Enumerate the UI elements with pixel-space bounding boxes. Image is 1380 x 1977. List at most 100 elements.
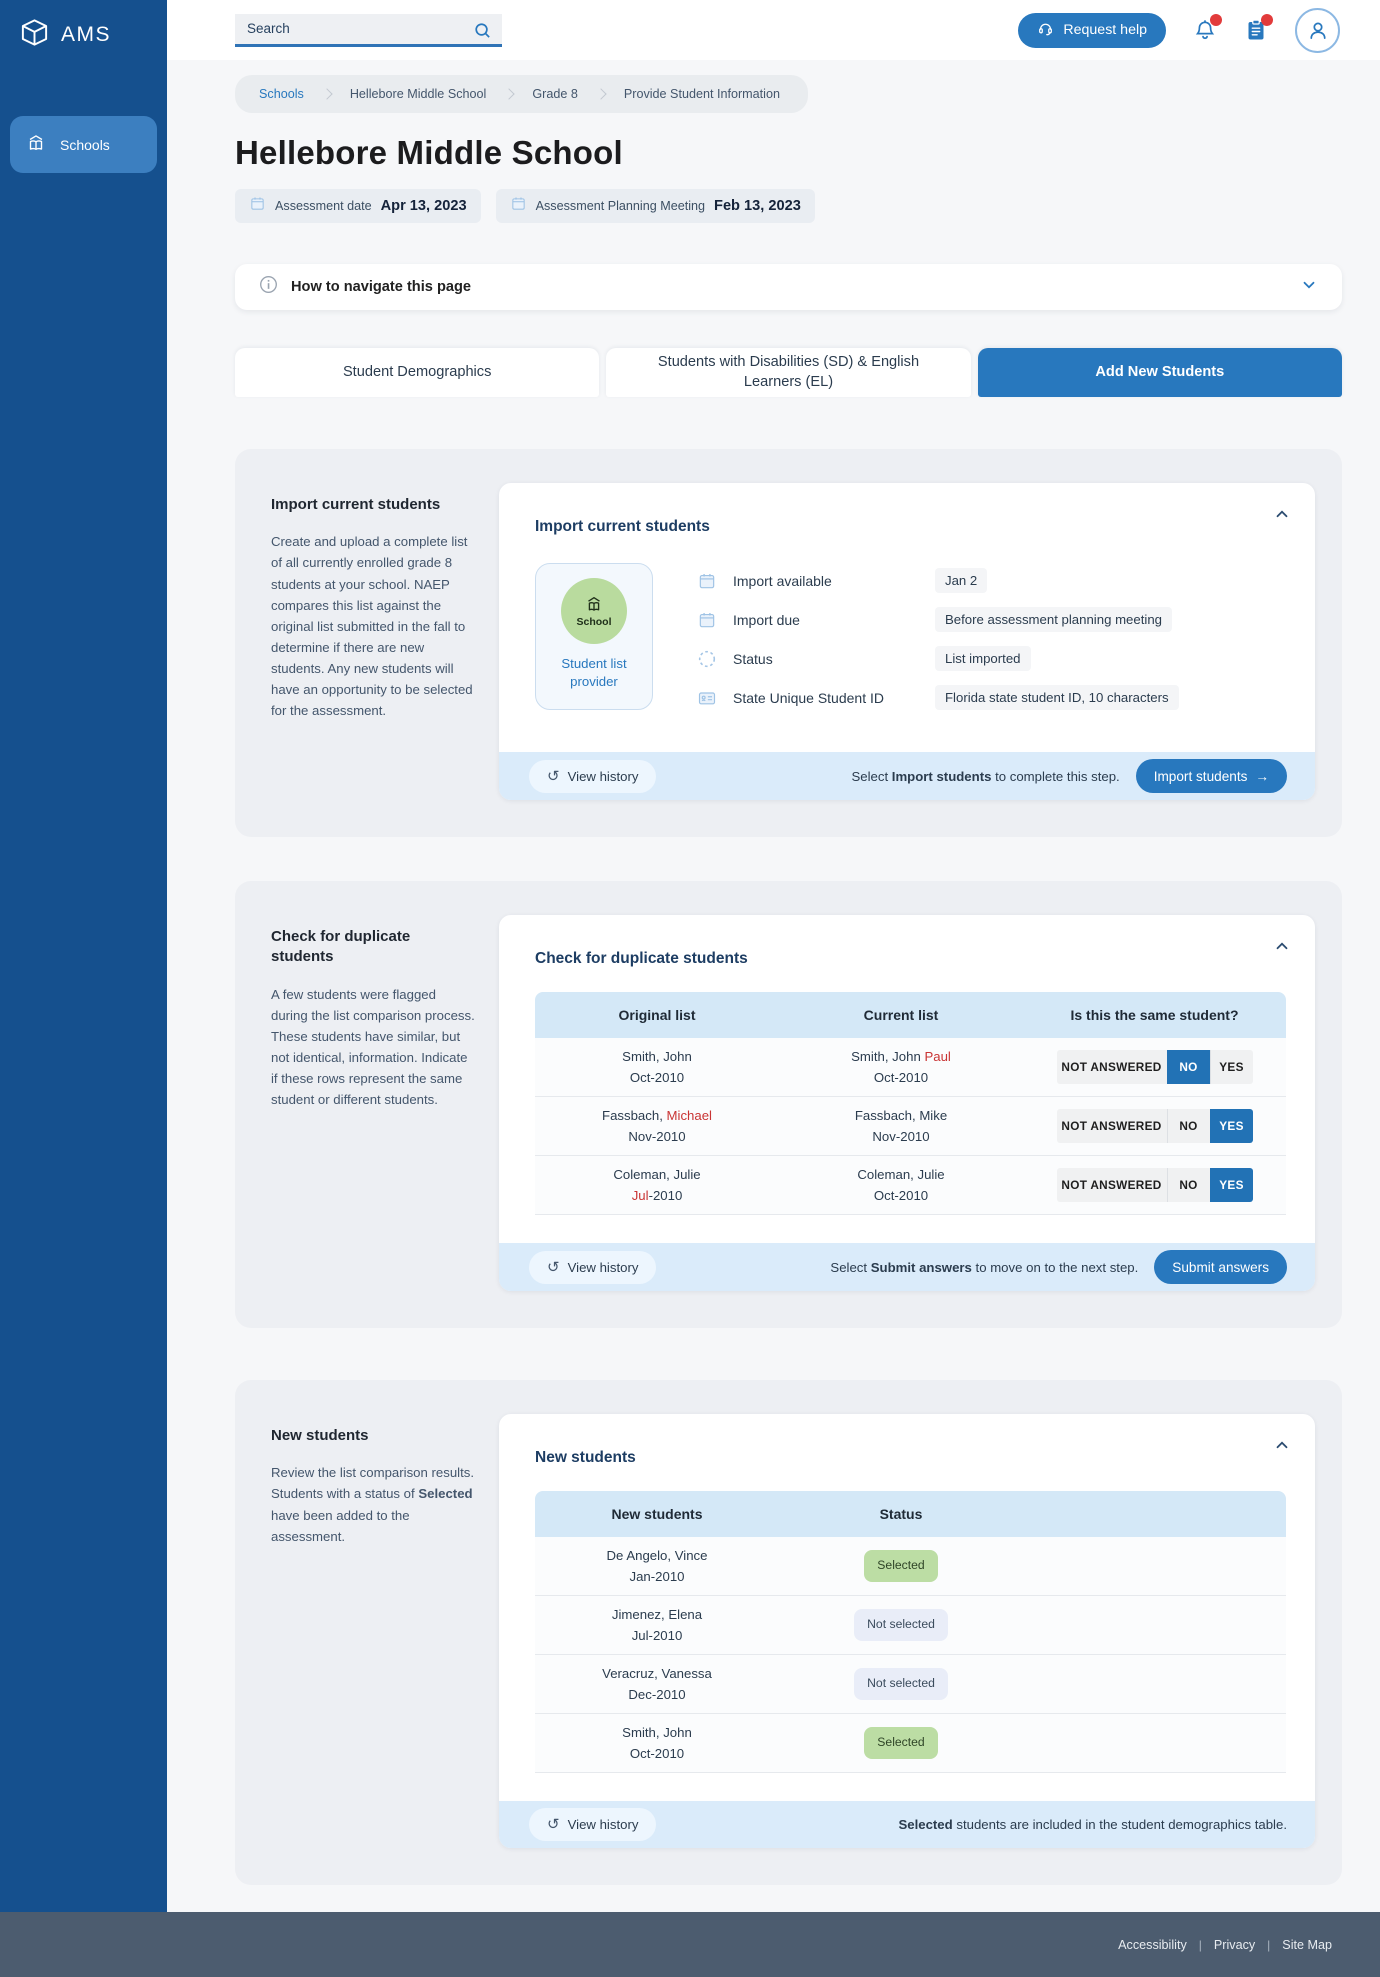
provider-circle-label: School (576, 615, 612, 628)
breadcrumb-schools[interactable]: Schools (259, 87, 304, 101)
detail-row-student-id: State Unique Student ID Florida state st… (697, 685, 1279, 710)
duplicate-row: Coleman, Julie Jul-2010 Coleman, Julie O… (535, 1156, 1286, 1215)
history-icon: ↺ (547, 1816, 560, 1833)
chevron-right-icon (595, 88, 607, 100)
not-answered-option[interactable]: NOT ANSWERED (1056, 1168, 1167, 1202)
notification-dot (1210, 14, 1222, 26)
tab-add-new-students[interactable]: Add New Students (977, 348, 1342, 397)
view-history-button[interactable]: ↺ View history (529, 1250, 657, 1284)
sidebar-item-label: Schools (60, 136, 110, 153)
import-card-title: Import current students (535, 518, 710, 535)
detail-value: Jan 2 (935, 568, 988, 593)
tab-student-demographics[interactable]: Student Demographics (235, 348, 600, 397)
arrow-right-icon: → (1255, 768, 1269, 784)
yes-option[interactable]: YES (1209, 1109, 1253, 1143)
assessment-date-chip: Assessment date Apr 13, 2023 (235, 189, 481, 223)
no-option[interactable]: NO (1166, 1050, 1210, 1084)
provider-label: Student list provider (561, 656, 627, 689)
request-help-button[interactable]: Request help (1018, 12, 1166, 48)
page-footer: Accessibility | Privacy | Site Map (0, 1912, 1380, 1977)
page-content: Schools Hellebore Middle School Grade 8 … (167, 60, 1380, 1977)
tasks-clipboard-button[interactable] (1244, 14, 1273, 42)
submit-answers-label: Submit answers (1172, 1259, 1269, 1275)
app-logo: AMS (0, 0, 167, 53)
status-badge: Not selected (854, 1609, 948, 1641)
no-option[interactable]: NO (1166, 1109, 1210, 1143)
column-same-student: Is this the same student? (1070, 1007, 1239, 1023)
answer-cell: NOT ANSWERED NO YES (1023, 1168, 1286, 1202)
assessment-date-label: Assessment date (275, 199, 372, 213)
import-card-body: School Student list provider (499, 536, 1315, 752)
new-student-row: De Angelo, Vince Jan-2010 Selected (535, 1537, 1286, 1596)
import-aside-heading: Import current students (271, 496, 441, 513)
view-history-label: View history (567, 1259, 639, 1275)
answer-cell: NOT ANSWERED NO YES (1023, 1050, 1286, 1084)
column-status: Status (879, 1506, 923, 1522)
tab-sd-el[interactable]: Students with Disabilities (SD) & Englis… (606, 348, 971, 397)
detail-value: Before assessment planning meeting (935, 607, 1172, 632)
footer-link-sitemap[interactable]: Site Map (1282, 1937, 1332, 1952)
import-card: Import current students (499, 483, 1315, 800)
app-logo-text: AMS (61, 23, 112, 46)
import-aside-text: Create and upload a complete list of all… (271, 534, 473, 719)
yes-option[interactable]: YES (1209, 1168, 1253, 1202)
not-answered-option[interactable]: NOT ANSWERED (1056, 1050, 1167, 1084)
history-icon: ↺ (547, 767, 560, 785)
duplicates-card-title: Check for duplicate students (535, 950, 748, 967)
breadcrumb-grade[interactable]: Grade 8 (532, 87, 578, 101)
student-cell: Smith, John Oct-2010 (622, 1724, 692, 1761)
student-list-provider-tile[interactable]: School Student list provider (535, 563, 653, 710)
view-history-button[interactable]: ↺ View history (529, 1808, 657, 1841)
not-answered-option[interactable]: NOT ANSWERED (1056, 1109, 1167, 1143)
same-student-toggle: NOT ANSWERED NO YES (1056, 1168, 1253, 1202)
sidebar-item-schools[interactable]: Schools (10, 116, 157, 173)
search-input[interactable] (235, 13, 502, 47)
collapse-chevron-up-icon[interactable] (1273, 505, 1291, 523)
original-list-cell: Fassbach, Michael Nov-2010 (602, 1107, 712, 1144)
footer-link-privacy[interactable]: Privacy (1213, 1937, 1256, 1952)
view-history-button[interactable]: ↺ View history (529, 759, 657, 793)
detail-row-import-due: Import due Before assessment planning me… (697, 607, 1279, 632)
topbar-actions: Request help (1018, 7, 1340, 53)
how-to-navigate-label: How to navigate this page (291, 279, 472, 295)
collapse-chevron-up-icon[interactable] (1273, 937, 1291, 955)
student-cell: Jimenez, Elena Jul-2010 (611, 1606, 703, 1643)
new-students-table-header: New students Status (535, 1491, 1286, 1537)
duplicates-card-footer: ↺ View history Select Submit answers to … (499, 1243, 1315, 1291)
new-students-card: New students New students Status (499, 1414, 1315, 1848)
new-student-row: Smith, John Oct-2010 Selected (535, 1714, 1286, 1773)
current-list-cell: Coleman, Julie Oct-2010 (857, 1166, 945, 1203)
duplicate-row: Smith, John Oct-2010 Smith, John Paul Oc… (535, 1038, 1286, 1097)
footer-link-accessibility[interactable]: Accessibility (1118, 1937, 1187, 1952)
detail-label: State Unique Student ID (733, 689, 884, 706)
chevron-down-icon[interactable] (1300, 276, 1318, 299)
notifications-bell-button[interactable] (1193, 14, 1222, 42)
yes-option[interactable]: YES (1209, 1050, 1253, 1084)
import-students-button[interactable]: Import students → (1135, 759, 1287, 793)
breadcrumb-current-page: Provide Student Information (623, 87, 780, 101)
headset-icon (1037, 20, 1054, 41)
column-original-list: Original list (618, 1007, 696, 1023)
collapse-chevron-up-icon[interactable] (1273, 1436, 1291, 1454)
school-provider-badge: School (561, 578, 627, 644)
detail-row-import-available: Import available Jan 2 (697, 568, 1279, 593)
column-current-list: Current list (863, 1007, 939, 1023)
answer-cell: NOT ANSWERED NO YES (1023, 1109, 1286, 1143)
import-card-footer: ↺ View history Select Import students to… (499, 752, 1315, 800)
duplicates-section-description: Check for duplicate students A few stude… (255, 915, 499, 1291)
status-badge: Selected (864, 1727, 938, 1759)
how-to-navigate-expander[interactable]: How to navigate this page (235, 264, 1342, 310)
breadcrumb-school-name[interactable]: Hellebore Middle School (349, 87, 487, 101)
submit-answers-button[interactable]: Submit answers (1154, 1250, 1287, 1284)
duplicates-table-header: Original list Current list Is this the s… (535, 992, 1286, 1038)
assessment-date-value: Apr 13, 2023 (380, 198, 467, 214)
tasks-dot (1261, 14, 1273, 26)
no-option[interactable]: NO (1166, 1168, 1210, 1202)
new-students-card-title: New students (535, 1449, 636, 1466)
user-avatar-button[interactable] (1295, 7, 1340, 53)
calendar-icon (249, 195, 266, 217)
column-new-students: New students (611, 1506, 703, 1522)
new-students-card-footer: ↺ View history Selected students are inc… (499, 1801, 1315, 1848)
current-list-cell: Fassbach, Mike Nov-2010 (854, 1107, 948, 1144)
student-cell: Veracruz, Vanessa Dec-2010 (602, 1665, 712, 1702)
